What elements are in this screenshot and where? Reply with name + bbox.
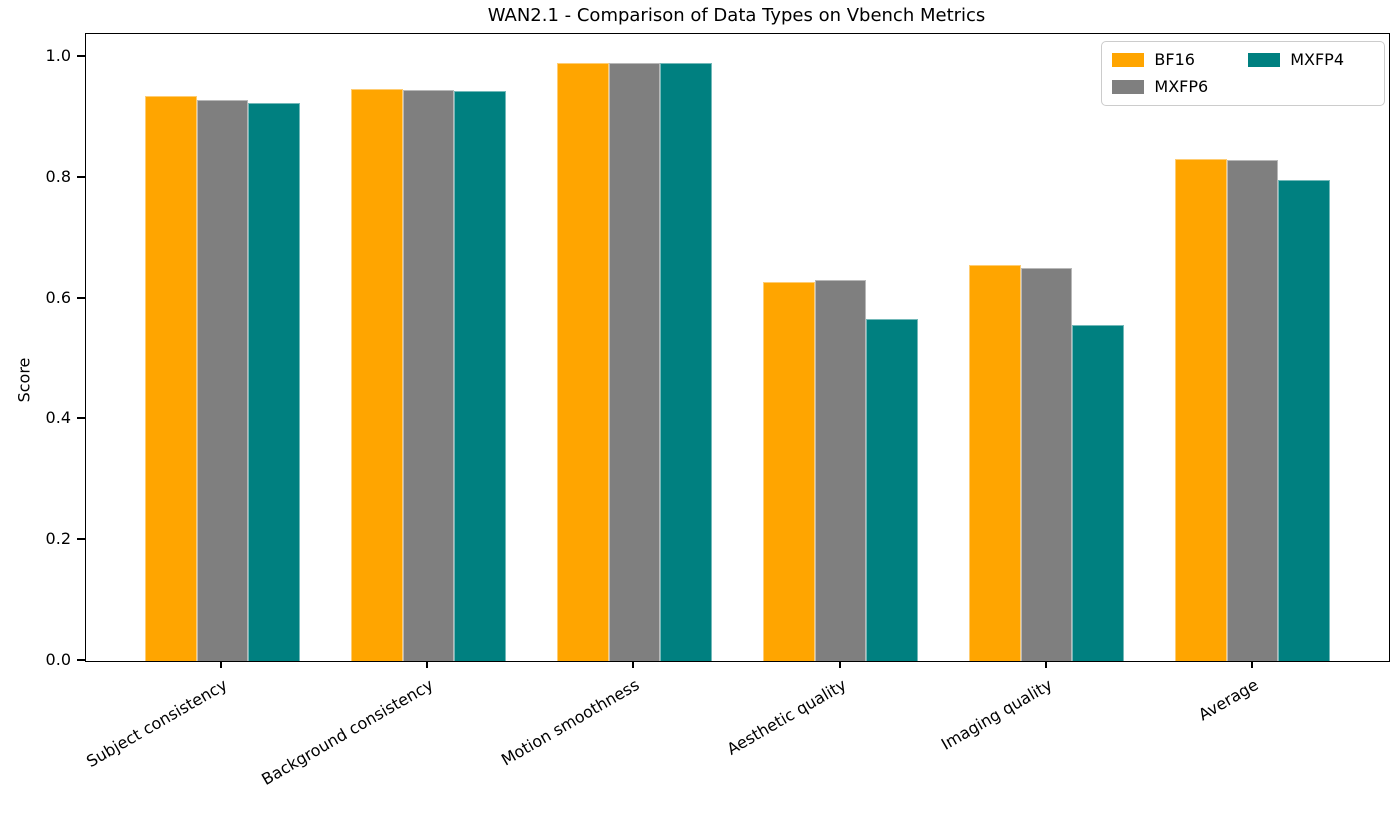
bar-mxfp4-1	[454, 91, 506, 661]
x-tick-mark	[838, 661, 841, 668]
bar-mxfp4-0	[248, 103, 300, 661]
legend-item-bf16: BF16	[1112, 50, 1208, 70]
x-tick-label: Subject consistency	[83, 675, 231, 772]
y-tick-mark	[77, 659, 85, 661]
bar-mxfp4-5	[1278, 180, 1330, 661]
legend-label: BF16	[1154, 50, 1195, 69]
legend: BF16 MXFP6 MXFP4	[1101, 41, 1385, 106]
bar-bf16-3	[763, 282, 815, 661]
bar-mxfp6-3	[814, 279, 867, 661]
bar-mxfp4-2	[660, 63, 712, 661]
x-tick-mark	[1250, 661, 1253, 668]
x-tick-mark	[1044, 661, 1047, 668]
bar-bf16-4	[969, 265, 1021, 661]
y-axis-label: Score	[14, 357, 34, 403]
x-tick-mark	[632, 661, 635, 668]
bar-mxfp6-1	[402, 90, 455, 661]
legend-label: MXFP6	[1154, 77, 1209, 96]
y-tick-label: 0.8	[45, 166, 71, 186]
legend-label: MXFP4	[1290, 50, 1344, 69]
bar-bf16-0	[145, 95, 197, 661]
legend-swatch-mxfp6	[1112, 80, 1145, 94]
y-tick-label: 0.4	[45, 408, 71, 428]
y-tick-label: 0.6	[45, 287, 71, 307]
x-tick-label: Aesthetic quality	[723, 675, 849, 759]
plot-area: BF16 MXFP6 MXFP4	[85, 33, 1390, 662]
y-tick-mark	[77, 296, 85, 299]
bar-mxfp6-2	[608, 63, 661, 661]
x-tick-mark	[426, 661, 429, 668]
y-tick-mark	[77, 538, 85, 541]
y-tick-label: 1.0	[45, 45, 71, 65]
bar-bf16-5	[1175, 159, 1227, 661]
x-tick-label: Background consistency	[258, 675, 437, 789]
x-tick-label: Motion smoothness	[498, 675, 643, 770]
bar-mxfp6-4	[1020, 268, 1073, 661]
bar-mxfp4-3	[866, 318, 918, 661]
x-axis: Subject consistency Background consistenc…	[83, 661, 1388, 813]
bar-bf16-1	[351, 88, 403, 661]
y-axis: Score 0.0 0.2 0.4 0.6 0.8 1.0	[0, 33, 85, 669]
bar-bf16-2	[557, 63, 609, 661]
x-tick-mark	[220, 661, 223, 668]
y-tick-label: 0.0	[45, 650, 71, 669]
y-tick-mark	[77, 54, 85, 57]
legend-swatch-bf16	[1112, 53, 1145, 67]
bar-mxfp4-4	[1072, 324, 1124, 661]
x-tick-label: Imaging quality	[937, 675, 1055, 754]
legend-item-mxfp6: MXFP6	[1112, 77, 1208, 97]
x-tick-label: Average	[1194, 675, 1262, 725]
chart-title: WAN2.1 - Comparison of Data Types on Vbe…	[487, 5, 986, 26]
y-tick-mark	[77, 417, 85, 420]
legend-item-mxfp4: MXFP4	[1248, 50, 1344, 70]
y-tick-mark	[77, 175, 85, 178]
y-tick-label: 0.2	[45, 529, 71, 549]
legend-swatch-mxfp4	[1248, 53, 1281, 67]
bar-mxfp6-0	[196, 99, 249, 661]
bar-mxfp6-5	[1226, 160, 1279, 661]
